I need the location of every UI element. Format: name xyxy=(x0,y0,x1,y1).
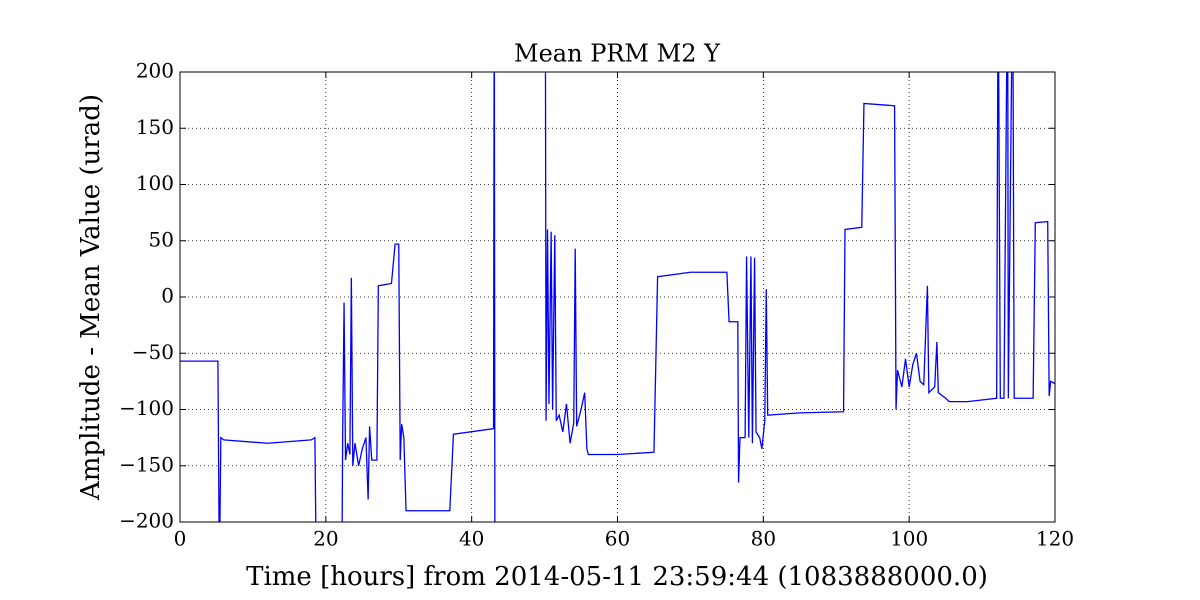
x-tick-label: 40 xyxy=(459,527,484,551)
plot-frame xyxy=(179,71,1056,523)
data-line xyxy=(180,72,1055,522)
y-tick-label: 50 xyxy=(149,227,174,251)
y-tick-label: 100 xyxy=(136,171,174,195)
x-tick-label: 60 xyxy=(605,527,630,551)
x-tick-label: 0 xyxy=(174,527,187,551)
x-axis-label: Time [hours] from 2014-05-11 23:59:44 (1… xyxy=(246,562,988,592)
y-tick-label: −150 xyxy=(119,452,174,476)
y-tick-label: −50 xyxy=(132,340,174,364)
x-tick-label: 80 xyxy=(751,527,776,551)
y-tick-label: 200 xyxy=(136,59,174,83)
x-tick-label: 120 xyxy=(1036,527,1074,551)
y-tick-label: −100 xyxy=(119,396,174,420)
chart-title: Mean PRM M2 Y xyxy=(514,40,721,68)
y-tick-label: 0 xyxy=(161,284,174,308)
y-tick-label: −200 xyxy=(119,509,174,533)
y-axis-label: Amplitude - Mean Value (urad) xyxy=(76,94,106,501)
x-tick-label: 100 xyxy=(890,527,928,551)
x-tick-label: 20 xyxy=(313,527,338,551)
y-tick-label: 150 xyxy=(136,115,174,139)
